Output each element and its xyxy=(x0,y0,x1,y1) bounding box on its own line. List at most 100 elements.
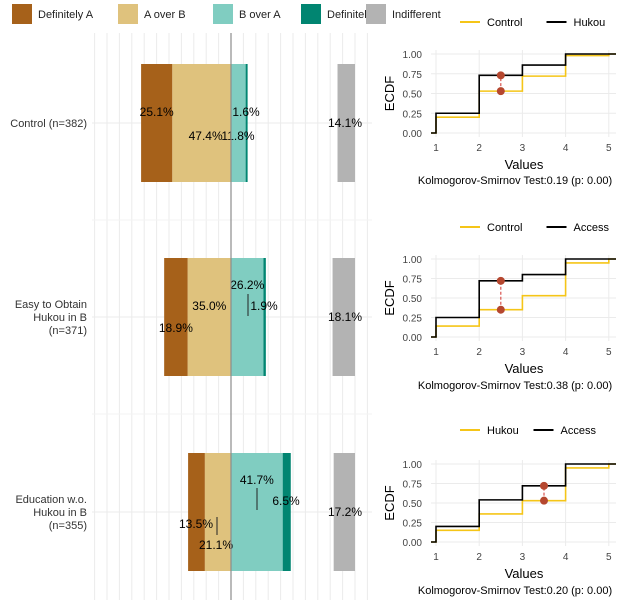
ecdf-legend-label: Control xyxy=(487,17,522,29)
ks-test-caption: Kolmogorov-Smirnov Test:0.38 (p: 0.00) xyxy=(418,380,612,392)
category-label: Hukou in B xyxy=(33,507,87,519)
ecdf-legend-label: Hukou xyxy=(574,17,606,29)
ecdf-legend-label: Access xyxy=(561,425,597,437)
ecdf-step-access xyxy=(431,258,616,338)
value-label-indifferent: 14.1% xyxy=(328,116,362,130)
ecdf-ytick-label: 0.50 xyxy=(403,90,423,101)
ecdf-ylabel: ECDF xyxy=(382,76,397,111)
category-label: (n=355) xyxy=(49,520,87,532)
ecdf-ytick-label: 0.75 xyxy=(403,480,423,491)
ecdf-xtick-label: 3 xyxy=(520,552,526,563)
ecdf-xtick-label: 4 xyxy=(563,552,569,563)
ks-test-caption: Kolmogorov-Smirnov Test:0.19 (p: 0.00) xyxy=(418,175,612,187)
value-label-b-over-a: 26.2% xyxy=(230,278,264,292)
bar-definitely-b xyxy=(245,64,248,182)
ecdf-ylabel: ECDF xyxy=(382,485,397,520)
bar-b-over-a xyxy=(231,453,283,571)
bar-a-over-b xyxy=(204,453,231,571)
ecdf-panel-2: Control Access 0.00 0.25 0.50 0.75 1.00 1 2 3 4 5 Va… xyxy=(382,222,616,392)
legend-label-2: B over A xyxy=(239,9,281,21)
legend-key-3 xyxy=(301,4,321,24)
ks-point xyxy=(496,71,505,80)
ecdf-xlabel: Values xyxy=(505,566,544,581)
ecdf-ylabel: ECDF xyxy=(382,280,397,315)
legend-key-2 xyxy=(213,4,233,24)
ecdf-xlabel: Values xyxy=(505,157,544,172)
ecdf-xtick-label: 2 xyxy=(476,347,482,358)
ecdf-xtick-label: 3 xyxy=(520,143,526,154)
bar-definitely-b xyxy=(263,258,266,376)
bar-definitely-a xyxy=(188,453,205,571)
bar-a-over-b xyxy=(187,258,231,376)
value-label-indifferent: 17.2% xyxy=(328,505,362,519)
ecdf-xtick-label: 2 xyxy=(476,552,482,563)
value-label-b-over-a: 11.8% xyxy=(221,129,254,143)
ks-test-caption: Kolmogorov-Smirnov Test:0.20 (p: 0.00) xyxy=(418,585,612,597)
ecdf-ytick-label: 0.50 xyxy=(403,499,423,510)
value-label-definitely-b: 1.9% xyxy=(250,299,278,313)
value-label-b-over-a: 41.7% xyxy=(240,473,274,487)
ecdf-xtick-label: 3 xyxy=(520,347,526,358)
category-label: Education w.o. xyxy=(15,494,87,506)
ecdf-xtick-label: 5 xyxy=(606,143,612,154)
ecdf-ytick-label: 0.25 xyxy=(403,519,423,530)
legend-key-4 xyxy=(366,4,386,24)
legend-key-0 xyxy=(12,4,32,24)
ecdf-panel-1: Control Hukou 0.00 0.25 0.50 0.75 1.00 1 2 3 4 5 Val… xyxy=(382,17,616,187)
bar-indifferent xyxy=(333,453,355,571)
ks-point xyxy=(496,87,505,96)
ecdf-ytick-label: 0.00 xyxy=(403,538,423,549)
ecdf-step-hukou xyxy=(431,53,616,134)
ks-point xyxy=(496,305,505,314)
ecdf-ytick-label: 1.00 xyxy=(403,50,423,61)
legend-key-1 xyxy=(118,4,138,24)
ecdf-legend-label: Access xyxy=(574,222,610,234)
ecdf-xtick-label: 5 xyxy=(606,552,612,563)
category-label: Control (n=382) xyxy=(10,118,87,130)
value-label-definitely-a: 18.9% xyxy=(159,321,193,335)
legend-label-0: Definitely A xyxy=(38,9,94,21)
category-label: Easy to Obtain xyxy=(15,299,87,311)
bar-definitely-a xyxy=(141,64,173,182)
bar-definitely-a xyxy=(164,258,188,376)
ecdf-ytick-label: 0.25 xyxy=(403,314,423,325)
bar-chart: Control (n=382) 25.1% 47.4%11.8% 1.6% 14.1% E… xyxy=(10,33,372,600)
ecdf-ytick-label: 0.00 xyxy=(403,333,423,344)
category-label: (n=371) xyxy=(49,325,87,337)
ecdf-step-access xyxy=(431,463,616,543)
value-label-definitely-b: 1.6% xyxy=(232,105,260,119)
legend-label-4: Indifferent xyxy=(392,9,441,21)
ecdf-xtick-label: 1 xyxy=(433,552,439,563)
value-label-definitely-b: 6.5% xyxy=(272,494,300,508)
ks-point xyxy=(540,496,548,505)
ecdf-legend-label: Hukou xyxy=(487,425,519,437)
ecdf-xtick-label: 2 xyxy=(476,143,482,154)
ks-point xyxy=(540,481,548,490)
ecdf-ytick-label: 0.25 xyxy=(403,109,423,120)
ecdf-panel-3: Hukou Access 0.00 0.25 0.50 0.75 1.00 1 2 3 4 5 Valu… xyxy=(382,425,616,597)
ecdf-ytick-label: 0.00 xyxy=(403,129,423,140)
ecdf-xlabel: Values xyxy=(505,361,544,376)
value-label-definitely-a: 13.5% xyxy=(179,517,213,531)
bar-b-over-a xyxy=(231,258,264,376)
ecdf-ytick-label: 1.00 xyxy=(403,255,423,266)
ecdf-xtick-label: 1 xyxy=(433,347,439,358)
category-label: Hukou in B xyxy=(33,312,87,324)
ecdf-xtick-label: 4 xyxy=(563,347,569,358)
value-label-a-over-b: 21.1% xyxy=(199,538,233,552)
ecdf-ytick-label: 0.50 xyxy=(403,294,423,305)
ecdf-xtick-label: 4 xyxy=(563,143,569,154)
bar-indifferent xyxy=(332,258,355,376)
value-label-definitely-a: 25.1% xyxy=(140,105,174,119)
ecdf-ytick-label: 1.00 xyxy=(403,460,423,471)
value-label-a-over-b: 35.0% xyxy=(192,299,226,313)
bar-b-over-a xyxy=(231,64,246,182)
legend-label-1: A over B xyxy=(144,9,186,21)
ks-point xyxy=(496,276,505,285)
ecdf-ytick-label: 0.75 xyxy=(403,275,423,286)
ecdf-xtick-label: 5 xyxy=(606,347,612,358)
bar-indifferent xyxy=(337,64,355,182)
ecdf-legend-label: Control xyxy=(487,222,522,234)
